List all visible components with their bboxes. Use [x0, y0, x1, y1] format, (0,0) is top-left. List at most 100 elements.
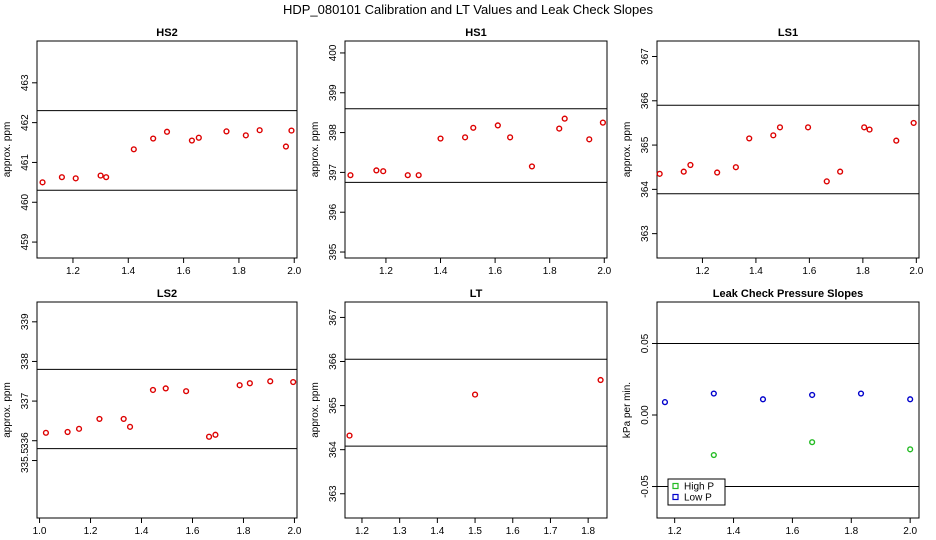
hs1-x-tick-label: 2.0 [597, 266, 611, 277]
hs1-point [437, 135, 444, 142]
hs2-y-tick-label: 463 [20, 74, 31, 91]
ls1-point [861, 124, 868, 131]
lt-x-tick-label: 1.7 [544, 526, 558, 537]
ls1-point [732, 164, 739, 171]
leak-check-pressure-slopes-point-low-p [857, 390, 865, 397]
hs1-point [470, 124, 477, 131]
panel-lt: LT approx. ppm 1.2 1.3 1.4 1.5 1.6 1.7 1.8 363 364… [310, 288, 608, 537]
lt-y-tick-label: 367 [328, 309, 339, 326]
hs1-x-tick-label: 1.8 [543, 266, 557, 277]
hs1-point [373, 167, 380, 174]
ls1-point [770, 132, 777, 139]
ls2-x-tick-label: 2.0 [287, 526, 301, 537]
ls1-point [687, 161, 694, 169]
ls1-point [656, 170, 663, 177]
ls2-point [75, 425, 83, 432]
leak-check-pressure-slopes-legend-label-low-p: Low P [684, 493, 712, 504]
hs2-point [256, 127, 263, 134]
lt-x-tick-label: 1.5 [468, 526, 482, 537]
ls2-x-tick-label: 1.6 [186, 526, 200, 537]
hs2-point [103, 174, 110, 181]
panel-ls2: LS2 approx. ppm 1.0 1.2 1.4 1.6 1.8 2.0 335.5336… [2, 288, 302, 537]
hs1-point [347, 172, 354, 179]
lt-y-tick-label: 366 [328, 353, 339, 370]
leak-check-pressure-slopes-y-axis-label: kPa per min. [622, 382, 633, 438]
hs2-x-tick-label: 1.4 [121, 266, 135, 277]
ls1-y-axis-label: approx. ppm [622, 122, 633, 178]
ls1-y-tick-label: 365 [640, 136, 651, 153]
leak-check-pressure-slopes-point-low-p [710, 390, 717, 397]
leak-check-pressure-slopes-legend-swatch-high-p [672, 482, 679, 490]
hs2-point [242, 132, 249, 139]
ls2-point [149, 386, 157, 394]
leak-check-pressure-slopes-point-high-p [710, 451, 717, 459]
ls2-point [96, 415, 103, 423]
leak-check-pressure-slopes-legend-swatch-low-p [672, 493, 679, 501]
leak-check-pressure-slopes-y-tick-label: 0.05 [640, 333, 651, 353]
ls1-x-tick-label: 1.8 [856, 266, 870, 277]
ls2-y-axis-label: approx. ppm [2, 382, 13, 438]
leak-check-pressure-slopes-point-low-p [907, 396, 914, 403]
hs1-x-tick-label: 1.6 [488, 266, 502, 277]
ls2-point [205, 433, 213, 440]
hs1-y-tick-label: 397 [328, 164, 339, 181]
hs2-y-tick-label: 460 [20, 193, 31, 210]
ls1-point [714, 169, 721, 176]
ls1-y-tick-label: 364 [640, 181, 651, 198]
hs1-point [461, 134, 469, 141]
leak-check-pressure-slopes-legend-label-high-p: High P [684, 482, 714, 493]
ls1-point [910, 119, 917, 127]
lt-x-tick-label: 1.3 [393, 526, 407, 537]
leak-check-pressure-slopes-x-tick-label: 1.8 [844, 526, 858, 537]
ls2-x-tick-label: 1.2 [84, 526, 98, 537]
ls2-y-tick-label: 337 [20, 392, 31, 409]
panel-hs2: HS2 approx. ppm 1.2 1.4 1.6 1.8 2.0 459 460 461 46… [2, 27, 302, 277]
hs2-point [39, 179, 46, 186]
hs2-x-tick-label: 2.0 [287, 266, 301, 277]
leak-check-pressure-slopes-point-low-p [661, 399, 669, 406]
lt-y-tick-label: 365 [328, 397, 339, 414]
hs1-x-tick-label: 1.4 [434, 266, 448, 277]
leak-check-pressure-slopes-x-tick-label: 2.0 [903, 526, 917, 537]
hs2-point [195, 134, 202, 141]
ls2-y-tick-label: 336 [20, 432, 31, 449]
leak-check-pressure-slopes-y-tick-label: 0.00 [640, 405, 651, 425]
leak-check-pressure-slopes-point-low-p [759, 396, 767, 403]
ls2-y-tick-label: 335.5 [20, 448, 31, 473]
ls2-point [267, 378, 274, 385]
ls1-plot-frame [656, 40, 920, 259]
hs1-y-tick-label: 398 [328, 124, 339, 141]
ls2-point [290, 378, 297, 386]
ls2-point [64, 428, 71, 436]
hs2-point [282, 143, 290, 150]
ls1-title: LS1 [778, 27, 798, 39]
hs1-y-axis-label: approx. ppm [310, 122, 321, 178]
hs2-point [72, 175, 79, 182]
panel-ls1: LS1 approx. ppm 1.2 1.4 1.6 1.8 2.0 363 364 365 36… [622, 27, 924, 277]
hs2-point [223, 128, 230, 135]
ls1-y-tick-label: 363 [640, 225, 651, 242]
ls2-point [120, 415, 127, 423]
hs1-point [507, 134, 514, 141]
lt-y-axis-label: approx. ppm [310, 382, 321, 438]
hs2-plot-frame [36, 40, 298, 259]
ls1-x-tick-label: 2.0 [909, 266, 923, 277]
hs1-x-tick-label: 1.2 [379, 266, 393, 277]
ls1-point [866, 126, 873, 133]
ls1-point [823, 178, 830, 185]
leak-check-pressure-slopes-point-low-p [809, 391, 816, 399]
hs1-point [415, 172, 422, 179]
ls1-point [746, 135, 753, 142]
hs2-y-tick-label: 459 [20, 233, 31, 250]
hs1-y-tick-label: 396 [328, 203, 339, 220]
ls2-point [183, 388, 190, 395]
ls2-title: LS2 [157, 288, 177, 300]
lt-point [471, 391, 479, 398]
ls1-x-tick-label: 1.2 [695, 266, 709, 277]
figure-title: HDP_080101 Calibration and LT Values and… [283, 2, 654, 17]
lt-y-tick-label: 364 [328, 441, 339, 458]
hs1-y-tick-label: 400 [328, 44, 339, 61]
lt-x-tick-label: 1.6 [506, 526, 520, 537]
ls2-y-tick-label: 338 [20, 353, 31, 370]
